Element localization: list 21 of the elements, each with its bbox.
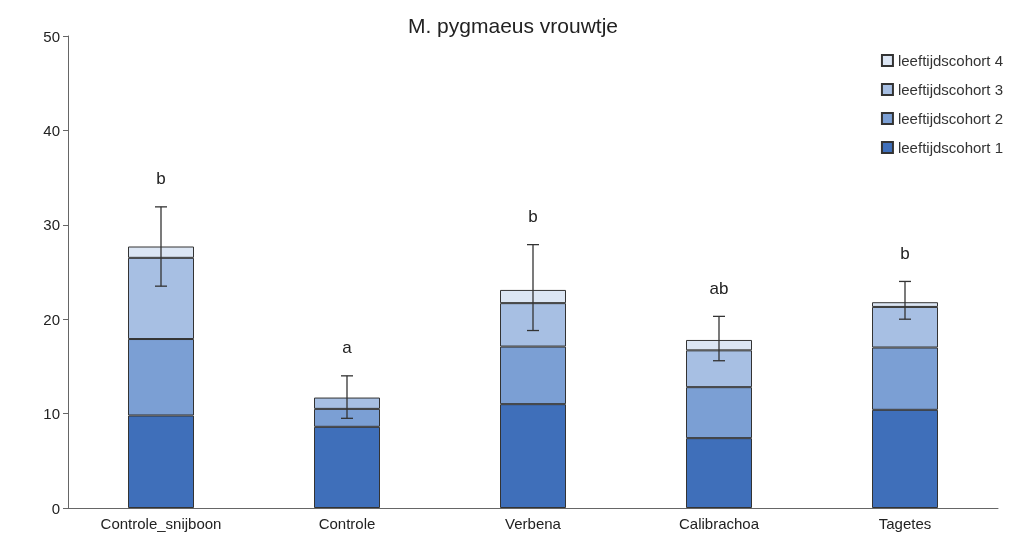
annotation: a xyxy=(342,338,353,358)
y-tick-label: 50 xyxy=(43,27,60,45)
legend-label: leeftijdscohort 3 xyxy=(897,81,1003,98)
y-tick-label: 0 xyxy=(51,499,60,517)
y-tick-label: 20 xyxy=(43,310,60,328)
x-tick-label: Calibrachoa xyxy=(678,515,760,532)
chart-title: M. pygmaeus vrouwtje xyxy=(407,14,619,37)
x-tick-label: Controle_snijboon xyxy=(100,515,222,532)
annotation: b xyxy=(528,207,538,227)
x-tick-label: Verbena xyxy=(505,515,562,532)
legend-label: leeftijdscohort 4 xyxy=(897,52,1003,69)
annotation: b xyxy=(900,243,910,263)
legend-label: leeftijdscohort 2 xyxy=(897,110,1003,127)
annotation: b xyxy=(156,169,166,189)
x-tick-label: Controle xyxy=(318,515,376,532)
y-tick-label: 40 xyxy=(43,121,60,139)
x-tick-label: Tagetes xyxy=(878,515,932,532)
legend-label: leeftijdscohort 1 xyxy=(897,139,1003,156)
y-tick-label: 30 xyxy=(43,216,60,234)
y-tick-label: 10 xyxy=(43,405,60,423)
annotation: ab xyxy=(709,278,729,298)
